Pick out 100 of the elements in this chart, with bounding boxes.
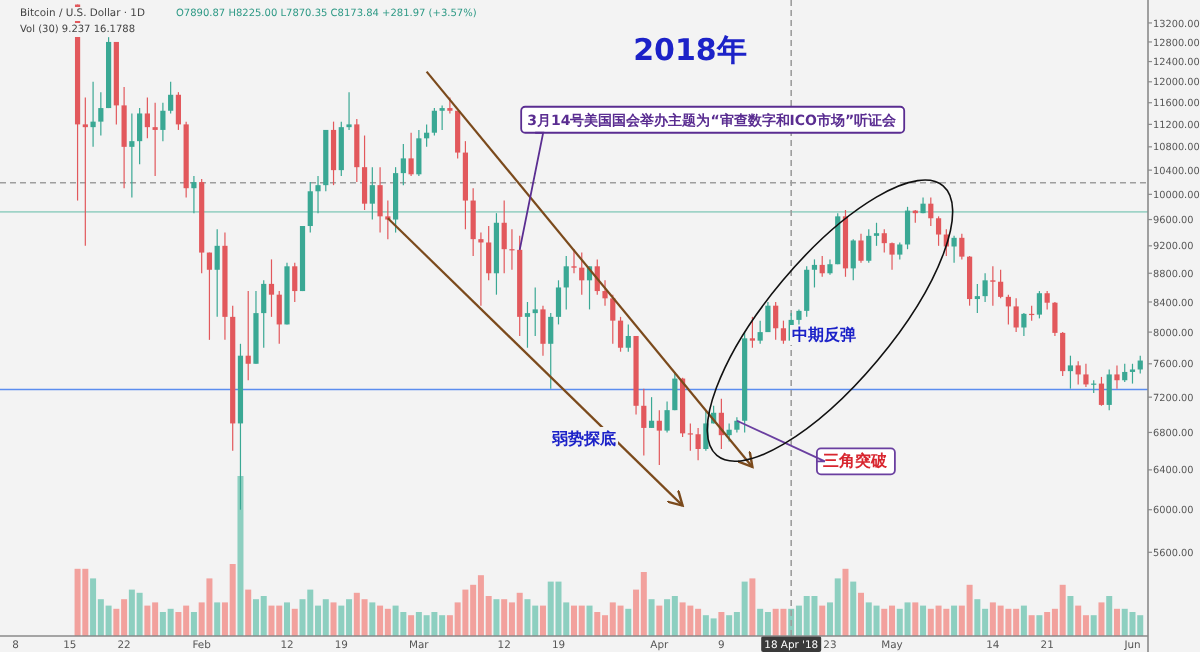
bar <box>1098 602 1105 636</box>
candlestick <box>361 134 368 211</box>
candlestick <box>563 255 569 310</box>
bar <box>408 615 415 636</box>
candlestick <box>439 104 445 131</box>
bar <box>578 605 585 636</box>
bar <box>1067 596 1074 636</box>
candlestick <box>455 110 461 159</box>
candlestick <box>935 215 942 247</box>
bar <box>1113 608 1120 636</box>
bar <box>617 605 624 636</box>
bar <box>710 618 717 636</box>
candlestick <box>330 121 337 186</box>
bar <box>330 602 337 636</box>
bar <box>842 568 849 636</box>
bar <box>229 564 236 636</box>
candlestick <box>540 305 546 357</box>
candlestick <box>1067 355 1074 390</box>
bar <box>865 602 872 636</box>
candlestick <box>416 129 422 177</box>
bar <box>726 615 733 636</box>
bar <box>997 605 1004 636</box>
bar <box>152 602 159 636</box>
bar <box>493 599 500 636</box>
bar <box>1044 612 1051 636</box>
candlestick <box>773 301 779 341</box>
bar <box>571 605 577 636</box>
candlestick <box>765 301 771 333</box>
candlestick <box>749 316 756 349</box>
bar <box>539 605 546 636</box>
bar <box>966 584 973 636</box>
candlestick <box>369 166 375 221</box>
candlestick <box>354 118 360 183</box>
bar <box>462 589 469 636</box>
candlestick <box>152 102 158 177</box>
bar <box>803 596 810 636</box>
bar <box>858 592 864 636</box>
bar <box>136 592 143 636</box>
candlestick <box>160 102 166 142</box>
candlestick <box>617 316 624 353</box>
bar <box>594 612 601 636</box>
candlestick <box>276 290 282 345</box>
bar <box>904 602 911 636</box>
candlestick <box>982 272 988 303</box>
candlestick <box>889 241 895 271</box>
candlestick <box>462 140 469 230</box>
candlestick <box>261 279 267 349</box>
annotation: 中期反弹 <box>792 326 856 344</box>
bar <box>656 605 663 636</box>
candlestick <box>858 233 864 264</box>
candlestick <box>90 81 96 148</box>
candlestick <box>571 248 577 274</box>
bar <box>245 589 252 636</box>
candlestick <box>928 196 934 227</box>
bar <box>268 605 275 636</box>
bar <box>664 599 671 636</box>
bar <box>679 602 686 636</box>
candlestick <box>385 199 391 240</box>
bar <box>1036 615 1043 636</box>
bar <box>524 599 531 636</box>
candlestick <box>959 233 965 260</box>
candlestick <box>819 255 825 278</box>
candlestick <box>1106 368 1112 411</box>
bar <box>780 608 787 636</box>
bar <box>625 608 632 636</box>
bar <box>912 602 919 636</box>
bar <box>237 476 244 636</box>
candlestick <box>1052 301 1058 337</box>
candlestick <box>602 279 608 307</box>
candlestick <box>191 175 197 214</box>
bar <box>1075 605 1082 636</box>
bar <box>935 605 942 636</box>
bar <box>943 608 950 636</box>
bar <box>757 608 764 636</box>
candlestick <box>625 323 631 353</box>
bar <box>819 605 826 636</box>
candlestick <box>873 222 880 247</box>
candlestick <box>392 166 399 234</box>
candlestick <box>168 81 174 115</box>
bar <box>105 605 112 636</box>
candlestick <box>268 258 275 318</box>
candlestick <box>648 396 655 429</box>
bar <box>873 605 880 636</box>
bar <box>1013 608 1020 636</box>
bar <box>214 602 221 636</box>
bar <box>252 599 259 636</box>
bar <box>175 612 182 636</box>
bar <box>974 599 981 636</box>
bar <box>671 596 678 636</box>
candlestick <box>1083 363 1089 388</box>
bar <box>989 602 996 636</box>
candlestick <box>990 265 996 307</box>
bar <box>284 602 290 636</box>
candlestick <box>1005 294 1011 326</box>
candlestick <box>664 400 670 434</box>
bar <box>1059 584 1066 636</box>
bar <box>260 596 267 636</box>
candlestick <box>408 132 414 177</box>
bar <box>1005 608 1012 636</box>
bar <box>159 612 166 636</box>
